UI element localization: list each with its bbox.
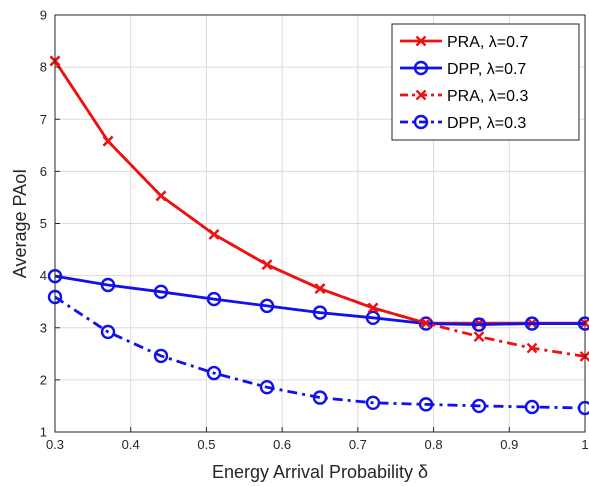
data-point	[153, 284, 169, 299]
data-point	[365, 310, 381, 326]
y-tick-label: 5	[40, 216, 47, 231]
legend: PRA, λ=0.7 DPP, λ=0.7 PRA, λ=0.3 DPP, λ=0.3	[391, 23, 580, 141]
x-tick-label: 0.8	[425, 437, 443, 452]
data-point	[261, 259, 273, 271]
series-line	[54, 274, 585, 327]
x-tick-label: 0.4	[122, 437, 140, 452]
data-point	[418, 316, 434, 331]
legend-entry: PRA, λ=0.7	[400, 34, 528, 51]
legend-marker	[415, 35, 427, 47]
y-tick-label: 3	[40, 320, 47, 335]
data-point	[577, 400, 589, 416]
legend-marker	[413, 114, 429, 130]
data-point	[365, 395, 381, 411]
data-point	[418, 397, 434, 412]
data-point	[259, 298, 275, 314]
legend-entry: DPP, λ=0.7	[400, 60, 526, 78]
series-line	[53, 60, 586, 358]
data-point	[206, 365, 222, 381]
legend-label: PRA, λ=0.3	[447, 88, 528, 105]
x-tick-label: 0.9	[500, 437, 518, 452]
data-point	[100, 324, 116, 340]
legend-marker	[413, 60, 429, 76]
y-tick-label: 1	[40, 425, 47, 440]
data-point	[312, 305, 328, 320]
data-point	[473, 331, 485, 342]
x-tick-label: 0.5	[197, 437, 215, 452]
axis-ticks: 0.3 0.4 0.5 0.6 0.7 0.8 0.9 1 1 2 3 4 5 6 7 8 9	[40, 8, 589, 453]
y-tick-label: 9	[40, 8, 47, 23]
y-tick-label: 7	[40, 112, 47, 127]
data-point	[208, 229, 220, 240]
y-axis-label: Average PAoI	[10, 169, 30, 278]
data-point	[471, 398, 487, 414]
x-tick-label: 0.7	[349, 437, 367, 452]
data-point	[100, 277, 116, 293]
data-point	[312, 390, 328, 405]
x-tick-label: 0.6	[273, 437, 291, 452]
data-point	[153, 348, 169, 364]
data-point	[524, 399, 540, 415]
series-layer	[47, 55, 589, 416]
data-point	[155, 190, 167, 202]
series-3	[47, 289, 589, 416]
x-axis-label: Energy Arrival Probability δ	[212, 462, 428, 482]
legend-marker	[415, 89, 427, 101]
y-tick-label: 4	[40, 268, 47, 283]
legend-label: PRA, λ=0.7	[447, 34, 528, 51]
series-line	[54, 295, 586, 410]
data-point	[367, 302, 379, 314]
data-point	[206, 291, 222, 307]
y-tick-label: 6	[40, 164, 47, 179]
data-point	[259, 379, 275, 395]
y-tick-label: 2	[40, 372, 47, 387]
data-point	[314, 283, 326, 295]
x-tick-label: 0.3	[46, 437, 64, 452]
y-tick-label: 8	[40, 60, 47, 75]
series-1	[47, 268, 589, 332]
data-point	[102, 135, 114, 147]
data-point	[524, 316, 540, 331]
data-point	[420, 317, 432, 329]
data-point	[471, 317, 487, 332]
legend-entry: DPP, λ=0.3	[400, 114, 526, 132]
legend-entry: PRA, λ=0.3	[400, 88, 528, 105]
legend-label: DPP, λ=0.3	[447, 115, 526, 132]
data-point	[526, 342, 538, 354]
x-tick-label: 1	[581, 437, 588, 452]
legend-label: DPP, λ=0.7	[447, 61, 526, 78]
